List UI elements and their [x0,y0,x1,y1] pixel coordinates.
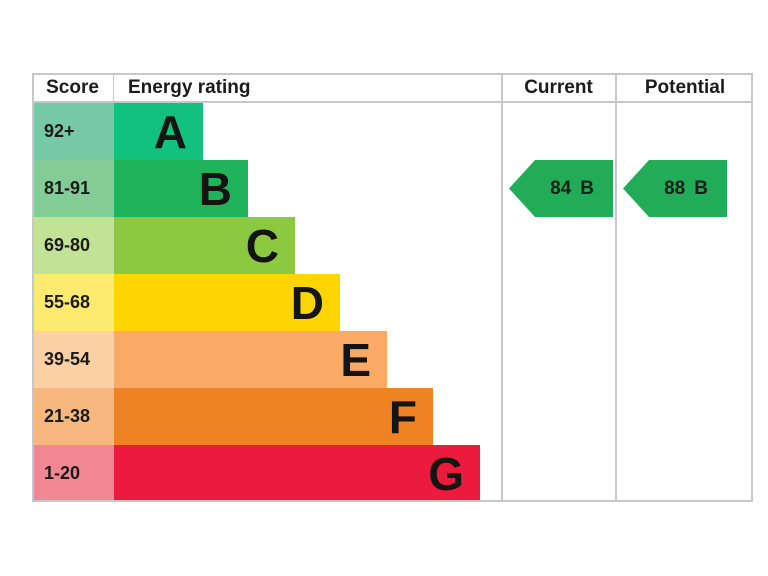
score-column-header: Score [46,77,99,98]
potential-rating-value: 88 [664,177,686,199]
band-row-e: 39-54 E [34,331,751,388]
score-range-d: 55-68 [34,274,114,331]
rating-letter-c: C [245,219,279,272]
rating-bar-b: B [114,160,248,217]
potential-column-divider [615,73,617,502]
rating-bar-d: D [114,274,340,331]
band-row-a: 92+ A [34,103,751,160]
potential-rating-band: B [694,177,708,199]
current-rating-band: B [580,177,594,199]
rating-letter-a: A [153,105,187,158]
table-top-border [32,73,753,75]
rating-bar-e: E [114,331,387,388]
score-range-g: 1-20 [34,445,114,502]
current-rating-value: 84 [550,177,572,199]
header-separator-line [32,101,753,103]
score-range-e: 39-54 [34,331,114,388]
band-row-g: 1-20 G [34,445,751,502]
rating-bar-c: C [114,217,295,274]
band-row-d: 55-68 D [34,274,751,331]
score-range-f: 21-38 [34,388,114,445]
score-range-c: 69-80 [34,217,114,274]
table-left-border [32,73,34,502]
rating-bar-a: A [114,103,203,160]
rating-letter-d: D [290,276,324,329]
band-row-b: 81-91 B [34,160,751,217]
rating-letter-f: F [388,390,417,443]
rating-letter-e: E [340,333,371,386]
potential-rating-text: 88 B [664,178,708,200]
rating-bar-f: F [114,388,433,445]
rating-letter-b: B [198,162,232,215]
score-range-b: 81-91 [34,160,114,217]
table-bottom-border [32,500,753,502]
score-range-a: 92+ [34,103,114,160]
current-column-divider [501,73,503,502]
potential-column-header: Potential [644,77,726,98]
epc-table: Score Energy rating Current Potential 92… [32,73,753,502]
energy-rating-column-header: Energy rating [128,77,251,98]
score-column-divider [113,73,114,103]
current-rating-text: 84 B [550,178,594,200]
table-right-border [751,73,753,502]
rating-bar-g: G [114,445,480,502]
rating-letter-g: G [428,447,464,500]
current-column-header: Current [524,77,593,98]
band-row-c: 69-80 C [34,217,751,274]
band-row-f: 21-38 F [34,388,751,445]
